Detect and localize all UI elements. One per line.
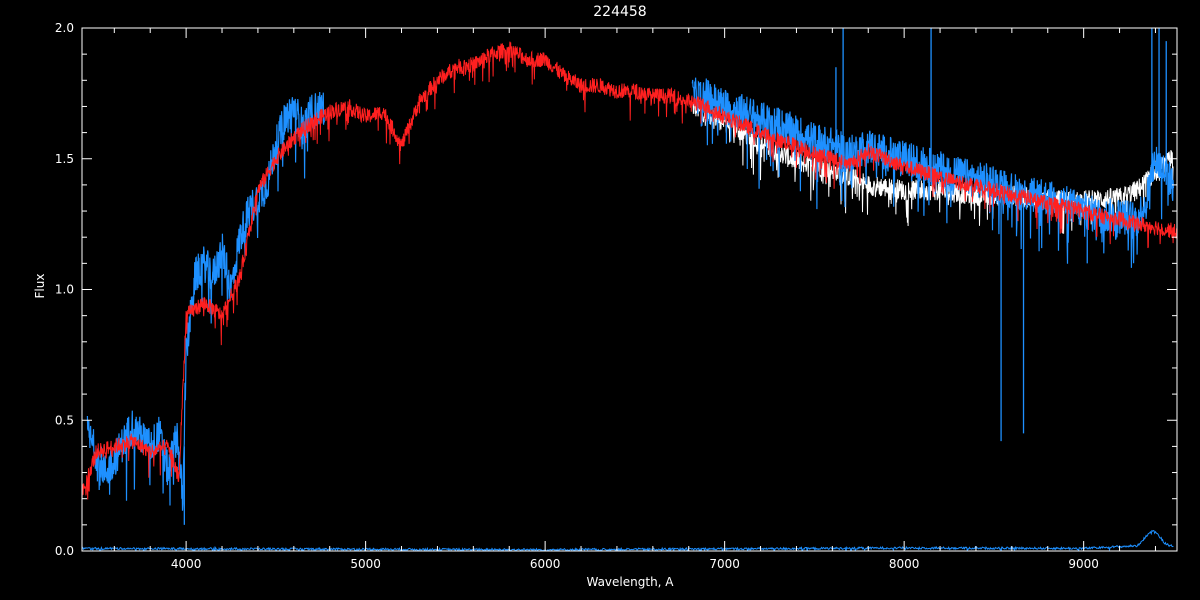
x-axis-label: Wavelength, A <box>586 575 674 589</box>
x-tick-label: 5000 <box>350 557 381 571</box>
x-tick-label: 6000 <box>530 557 561 571</box>
series-line-3 <box>82 529 1174 551</box>
y-axis-label: Flux <box>33 274 47 299</box>
y-tick-label: 0.5 <box>55 413 74 427</box>
series-group <box>82 28 1177 551</box>
chart-title: 224458 <box>593 4 646 20</box>
y-tick-label: 2.0 <box>55 21 74 35</box>
y-tick-label: 1.5 <box>55 152 74 166</box>
x-tick-label: 9000 <box>1068 557 1099 571</box>
y-tick-label: 0.0 <box>55 544 74 558</box>
series-line-1 <box>86 91 325 511</box>
x-tick-label: 4000 <box>171 557 202 571</box>
x-tick-label: 7000 <box>709 557 740 571</box>
plot-area <box>82 28 1177 551</box>
axes: 4000 5000 6000 7000 8000 9000 0.0 0.5 1.0 1.5 2.0 <box>55 21 1178 571</box>
series-line-2 <box>82 41 1177 501</box>
y-tick-label: 1.0 <box>55 283 74 297</box>
x-tick-label: 8000 <box>889 557 920 571</box>
